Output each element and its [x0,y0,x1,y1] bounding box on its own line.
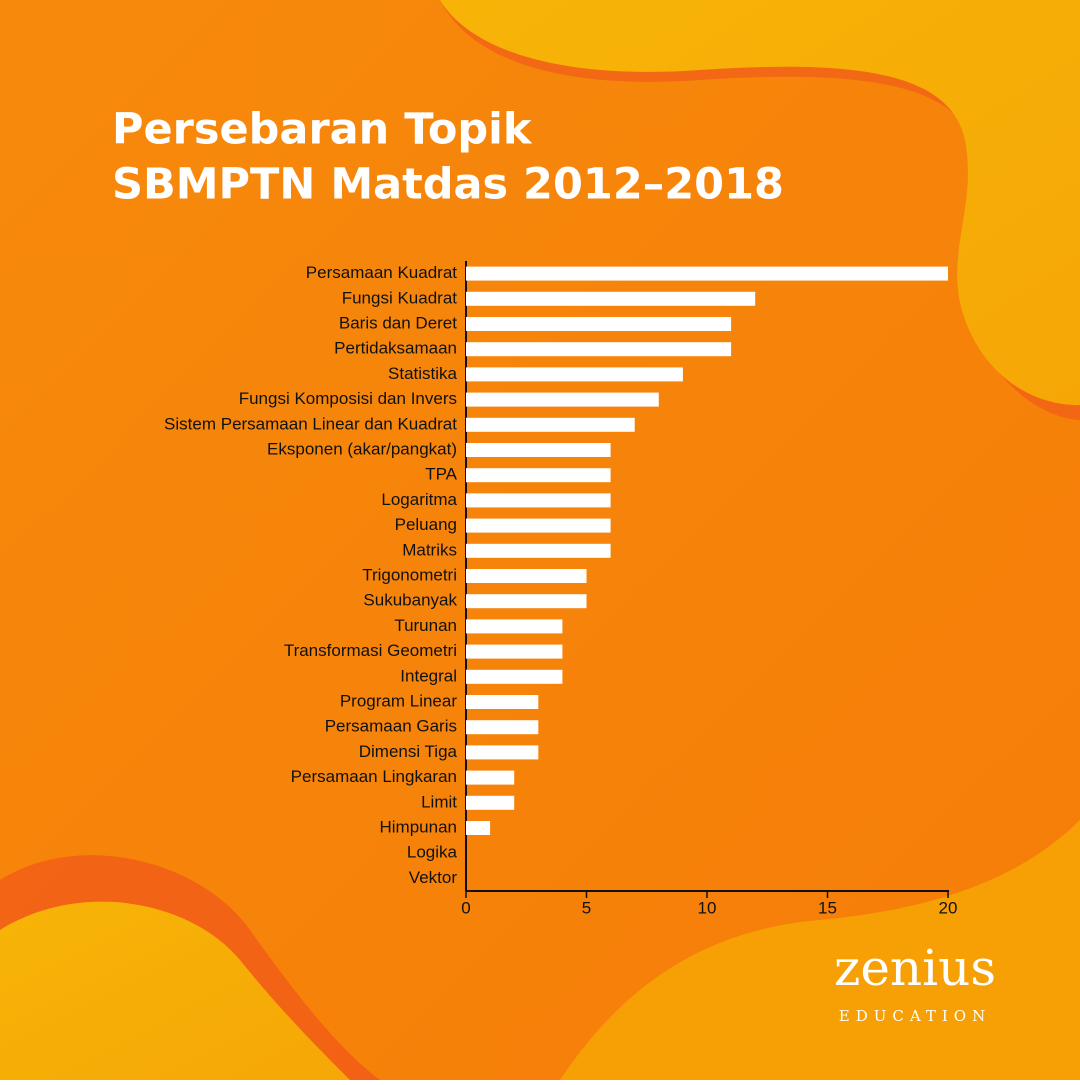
blob-bottom-right [560,820,1080,1080]
y-tick-label: Himpunan [380,817,458,836]
bar [466,342,732,357]
y-tick-label: Sukubanyak [363,591,457,610]
chart-title: SBMPTN Matdas 2012–2018 [112,160,784,210]
y-tick-label: Sistem Persamaan Linear dan Kuadrat [164,414,457,433]
bar [466,493,611,508]
bar [466,367,683,382]
bar [466,720,539,735]
y-tick-label: Turunan [394,616,457,635]
y-tick-label: Fungsi Kuadrat [342,288,458,307]
bar [466,644,563,659]
bar [466,821,491,835]
bar [466,695,539,709]
bar [466,569,587,583]
bar [466,266,948,281]
x-tick-label: 15 [818,898,837,917]
y-tick-label: Persamaan Lingkaran [291,767,457,786]
y-tick-label: Matriks [402,540,457,559]
bar [466,518,611,533]
bar [466,770,515,785]
bar [466,417,635,432]
y-tick-label: Trigonometri [362,565,457,584]
y-tick-label: Logaritma [381,490,457,509]
y-tick-label: Fungsi Komposisi dan Invers [239,389,457,408]
bar [466,619,563,634]
y-tick-label: Program Linear [340,691,458,710]
y-tick-label: Dimensi Tiga [359,742,458,761]
y-tick-label: Peluang [395,515,457,534]
y-tick-label: Limit [421,792,457,811]
bar [466,745,539,760]
bar [466,669,563,684]
logo-name: zenius [834,939,996,997]
y-tick-label: Persamaan Garis [325,717,457,736]
x-tick-label: 0 [461,898,470,917]
bar [466,317,732,331]
y-tick-label: Eksponen (akar/pangkat) [267,439,457,458]
blob-bottom-left [0,901,350,1080]
y-tick-label: Pertidaksamaan [334,339,457,358]
bar [466,468,611,483]
y-tick-label: Baris dan Deret [339,313,457,332]
bar [466,443,611,457]
bar [466,392,659,407]
y-tick-label: Transformasi Geometri [284,641,457,660]
x-tick-label: 5 [582,898,591,917]
bar [466,795,515,810]
x-tick-label: 10 [698,898,717,917]
x-tick-label: 20 [939,898,958,917]
y-tick-label: Logika [407,843,458,862]
bar [466,291,756,306]
y-tick-label: Integral [400,666,457,685]
blob-top [440,0,1080,406]
chart-title: Persebaran Topik [112,105,533,155]
y-tick-label: Persamaan Kuadrat [306,263,457,282]
bar [466,594,587,609]
bar [466,543,611,558]
y-tick-label: Vektor [409,868,458,887]
y-tick-label: TPA [425,465,457,484]
logo-tagline: EDUCATION [839,1007,991,1025]
y-tick-label: Statistika [388,364,458,383]
